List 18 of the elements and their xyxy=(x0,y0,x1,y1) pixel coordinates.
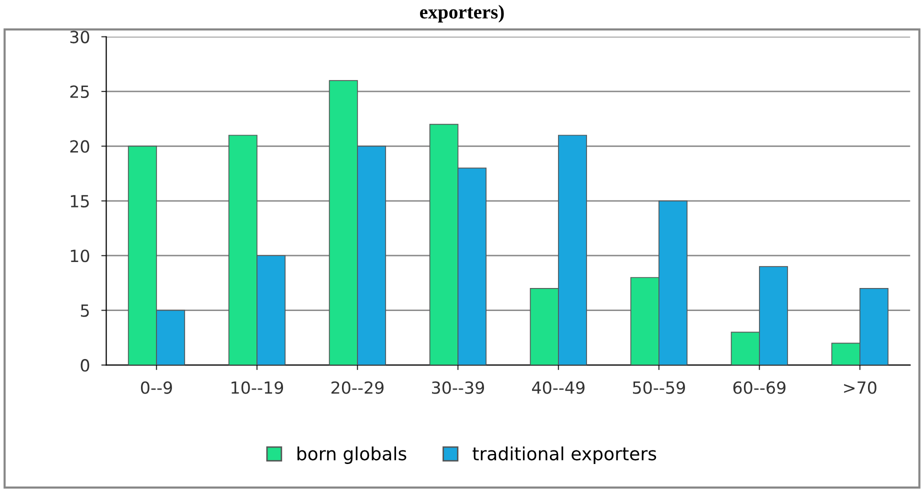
x-tick-label: 0--9 xyxy=(140,381,172,394)
y-tick-label: 10 xyxy=(70,250,90,262)
x-tick-label: 60--69 xyxy=(733,381,786,394)
chart-title: exporters) xyxy=(420,4,504,23)
y-tick-label: 25 xyxy=(70,85,89,98)
y-tick-label: 30 xyxy=(70,30,90,44)
y-tick-label: 0 xyxy=(80,359,90,372)
x-tick-label: 10--19 xyxy=(232,381,284,394)
x-tick-label: 40--49 xyxy=(532,381,584,394)
legend-label: born globals xyxy=(298,446,406,464)
x-tick-label: >70 xyxy=(844,381,876,394)
legend-label: traditional exporters xyxy=(472,446,656,464)
y-tick-label: 15 xyxy=(70,195,89,208)
x-tick-label: 30--39 xyxy=(432,381,484,394)
y-tick-label: 20 xyxy=(70,140,90,153)
x-tick-label: 50--59 xyxy=(632,381,685,394)
x-tick-label: 20--29 xyxy=(331,381,384,394)
y-tick-label: 5 xyxy=(80,304,89,317)
